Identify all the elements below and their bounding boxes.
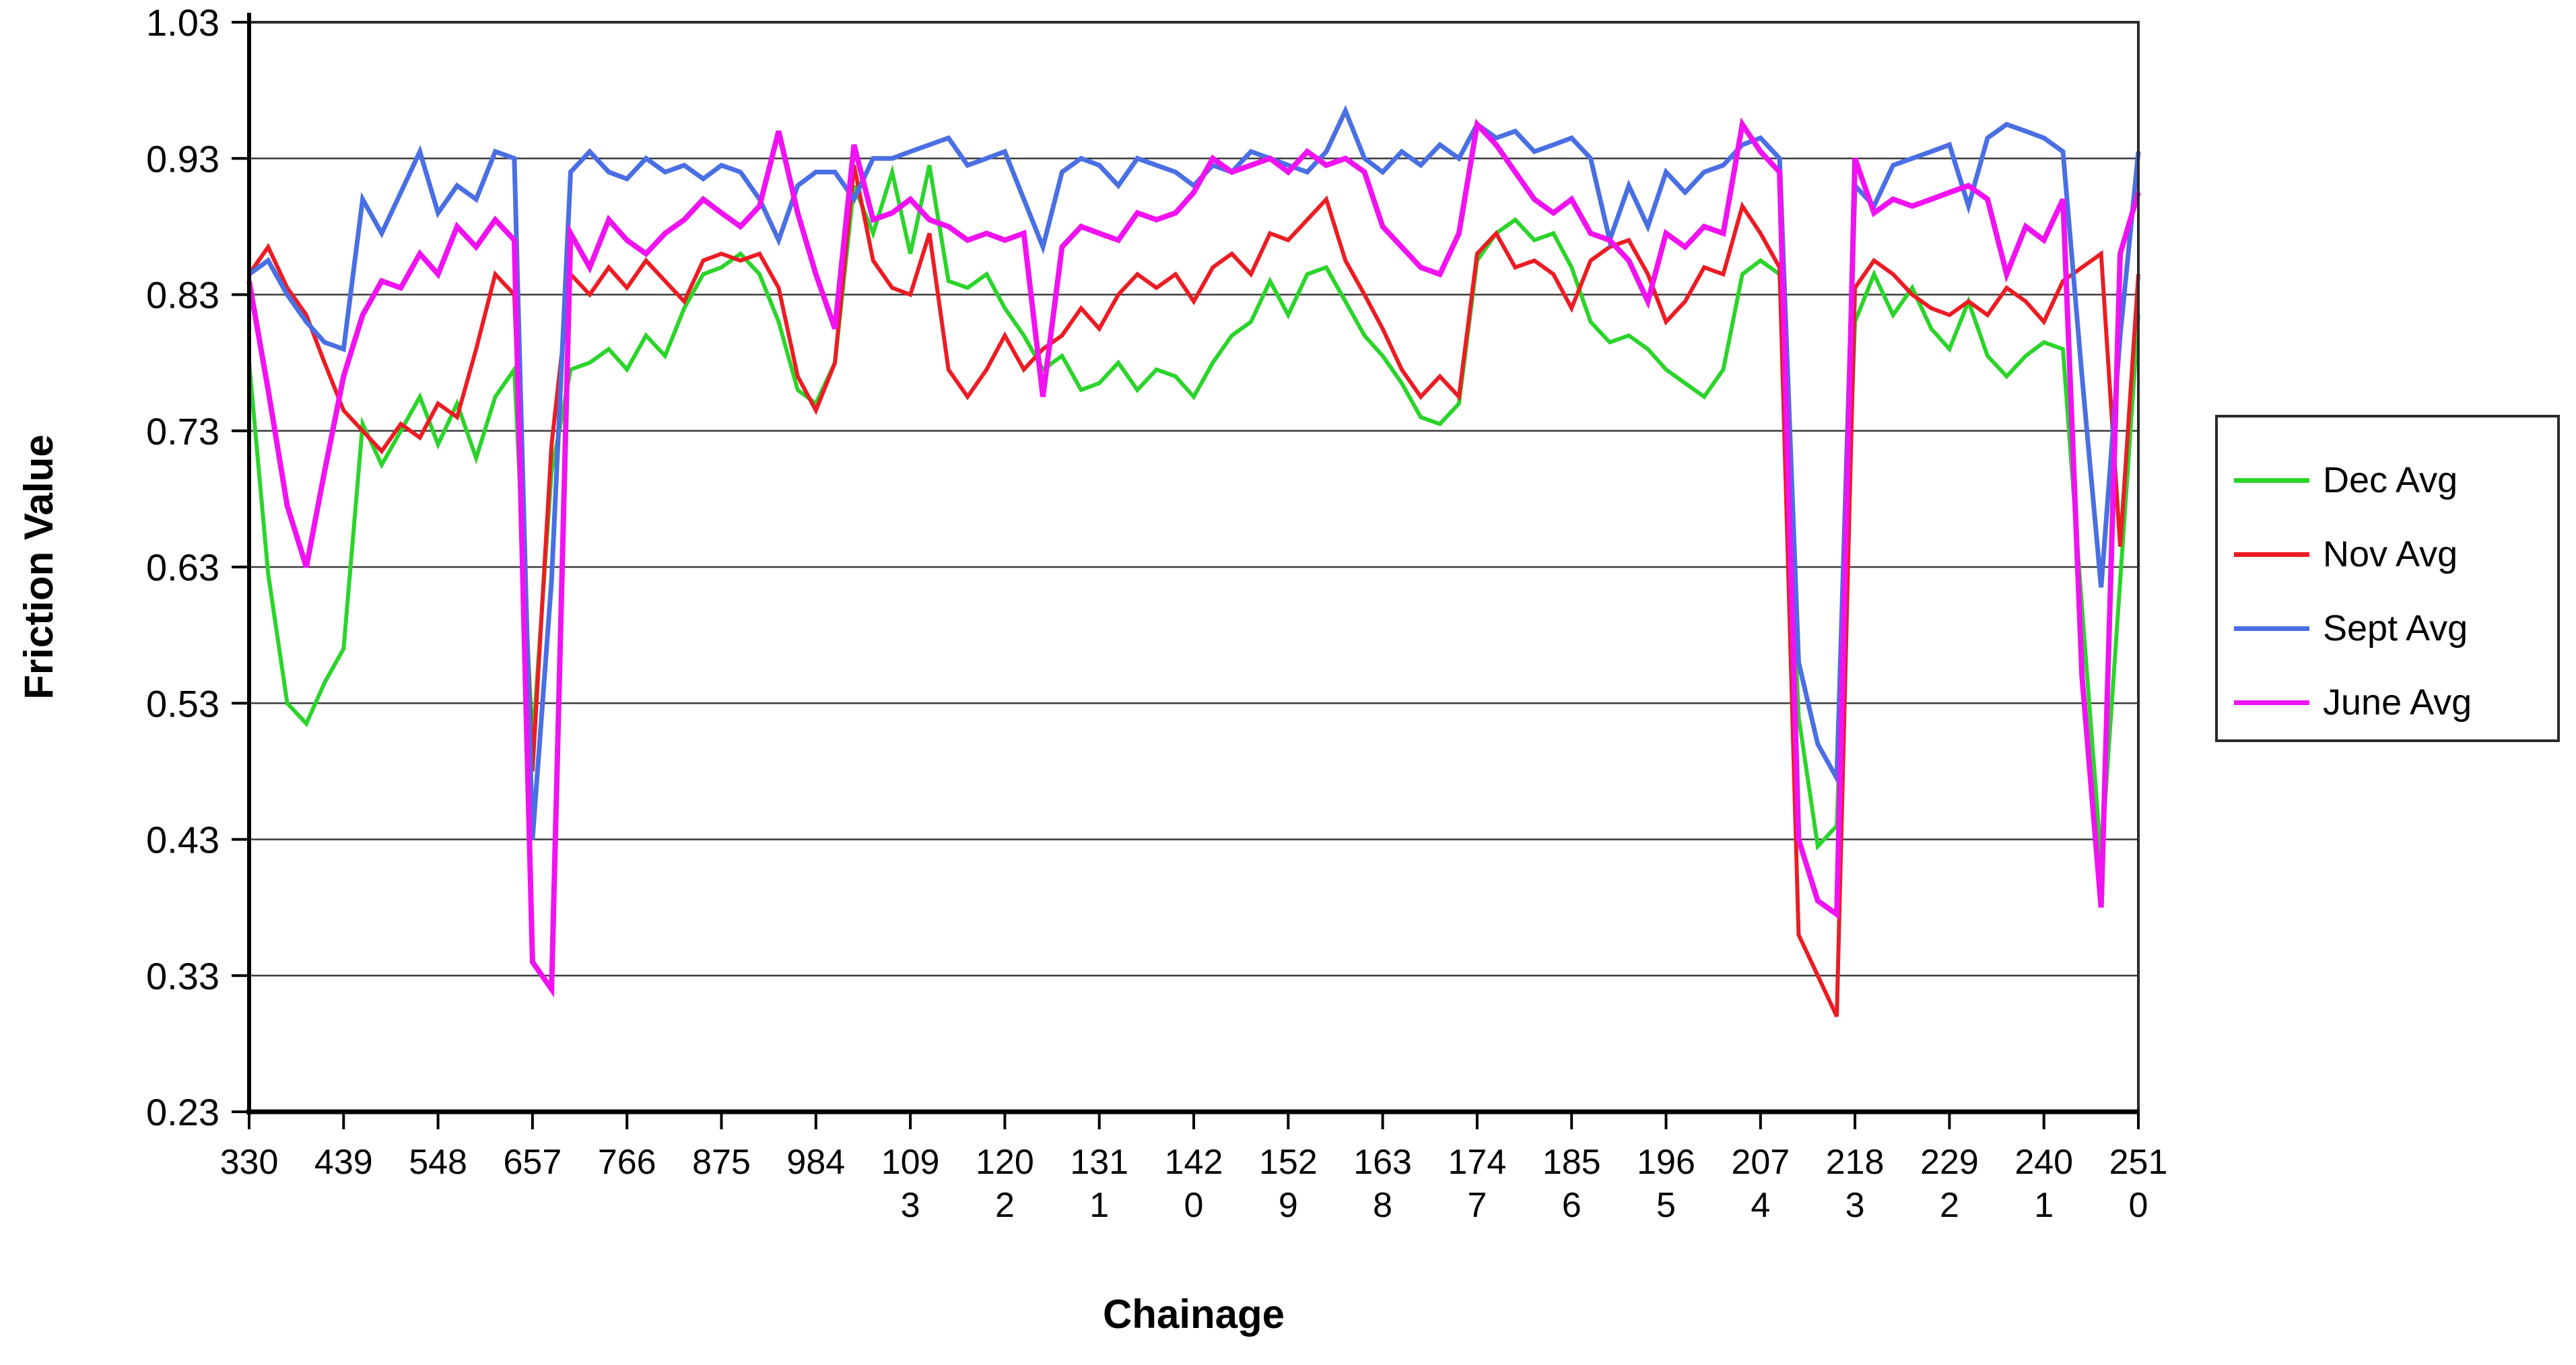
- x-tick-label: 240 1: [2014, 1143, 2073, 1225]
- legend-item-sept: Sept Avg: [2218, 591, 2557, 665]
- x-tick-label: 120 2: [976, 1143, 1034, 1225]
- legend-label-nov: Nov Avg: [2323, 534, 2458, 574]
- x-tick-label: 207 4: [1731, 1143, 1790, 1225]
- x-tick-label: 196 5: [1637, 1143, 1695, 1225]
- legend-item-june: June Avg: [2218, 665, 2557, 739]
- y-axis-title: Friction Value: [16, 434, 61, 699]
- x-tick-label: 766: [598, 1143, 656, 1182]
- y-tick-label: 0.63: [146, 546, 219, 589]
- x-tick-label: 174 7: [1448, 1143, 1507, 1225]
- x-axis-title: Chainage: [1103, 1292, 1285, 1337]
- x-tick-label: 330: [220, 1143, 279, 1182]
- nov-avg-line-swatch: [2234, 552, 2309, 557]
- x-tick-label: 875: [692, 1143, 751, 1182]
- y-tick-label: 0.53: [146, 682, 219, 725]
- y-tick-label: 0.23: [146, 1091, 219, 1133]
- legend-label-dec: Dec Avg: [2323, 460, 2458, 500]
- series-layer: [246, 104, 2141, 1018]
- x-tick-label: 109 3: [881, 1143, 940, 1225]
- grid-layer: [249, 158, 2138, 976]
- sept-avg-line-swatch: [2234, 626, 2309, 631]
- series-line-june-avg: [246, 117, 2141, 998]
- legend-label-june: June Avg: [2323, 682, 2472, 723]
- y-tick-label: 0.93: [146, 137, 219, 180]
- legend-label-sept: Sept Avg: [2323, 608, 2468, 648]
- y-tick-label: 0.73: [146, 410, 219, 453]
- x-tick-label: 152 9: [1259, 1143, 1318, 1225]
- x-tick-label: 131 1: [1070, 1143, 1128, 1225]
- x-tick-label: 229 2: [1920, 1143, 1979, 1225]
- y-tick-label: 0.33: [146, 955, 219, 997]
- x-tick-label: 142 0: [1165, 1143, 1223, 1225]
- legend-item-nov: Nov Avg: [2218, 517, 2557, 591]
- dec-avg-line-swatch: [2234, 477, 2309, 483]
- x-tick-label: 548: [409, 1143, 467, 1182]
- legend-item-dec: Dec Avg: [2218, 443, 2557, 517]
- x-tick-label: 251 0: [2109, 1143, 2168, 1225]
- x-tick-label: 185 6: [1543, 1143, 1601, 1225]
- x-tick-label: 984: [786, 1143, 845, 1182]
- x-tick-label: 657: [504, 1143, 562, 1182]
- y-tick-label: 1.03: [146, 1, 219, 44]
- legend: Dec Avg Nov Avg Sept Avg June Avg: [2215, 415, 2560, 742]
- x-tick-label: 218 3: [1826, 1143, 1885, 1225]
- series-line-sept-avg: [247, 104, 2141, 840]
- x-tick-label: 439: [314, 1143, 373, 1182]
- june-avg-line-swatch: [2234, 700, 2309, 705]
- y-tick-label: 0.83: [146, 274, 219, 317]
- x-tick-label: 163 8: [1353, 1143, 1412, 1225]
- y-tick-label: 0.43: [146, 819, 219, 861]
